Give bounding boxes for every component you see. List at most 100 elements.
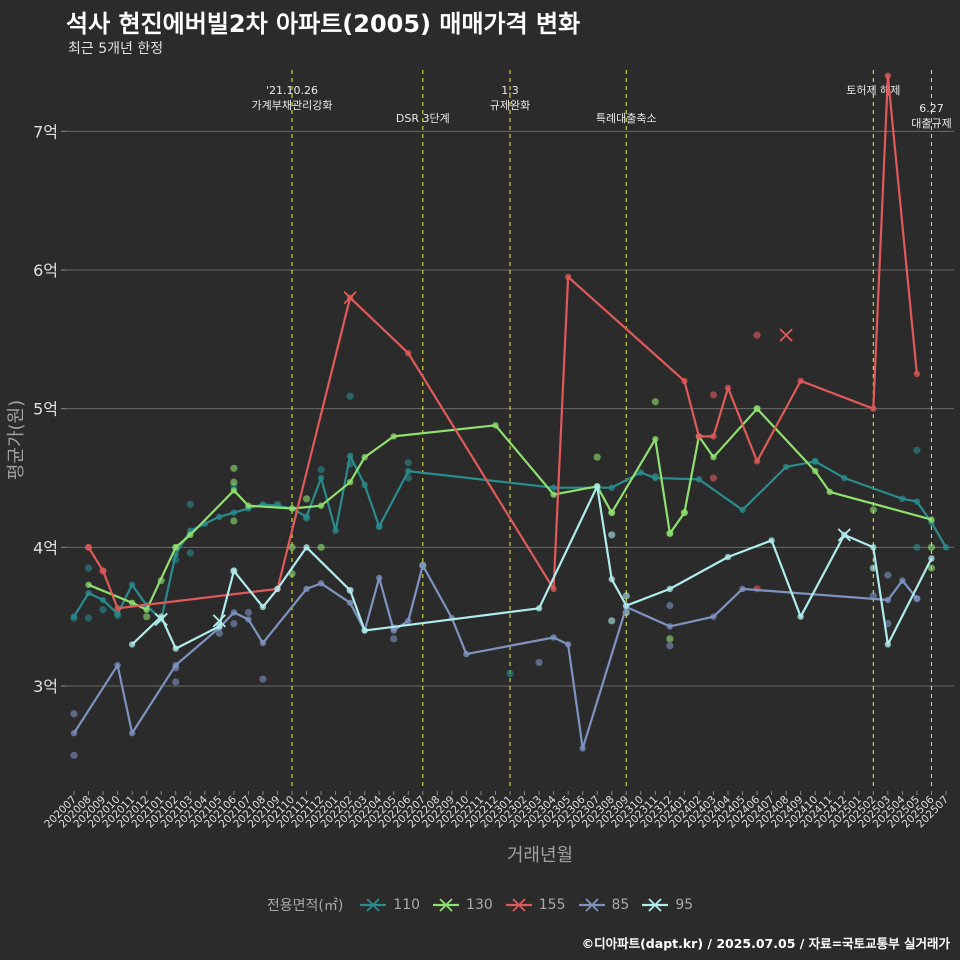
line-point: [346, 478, 354, 486]
line-point: [405, 617, 412, 625]
line-point: [143, 606, 150, 613]
line-point: [782, 463, 790, 471]
line-point: [346, 599, 354, 606]
data-point: [230, 620, 238, 628]
line-point: [245, 616, 252, 623]
line-point: [128, 581, 136, 588]
data-point: [84, 614, 93, 622]
data-point: [259, 675, 267, 683]
data-point: [317, 466, 325, 474]
line-point: [230, 509, 238, 516]
line-point: [405, 467, 412, 475]
line-point: [99, 596, 107, 604]
event-label: 규제완화: [490, 99, 530, 112]
line-point: [317, 474, 325, 482]
line-point: [361, 627, 368, 634]
line-point: [99, 567, 107, 575]
data-point: [70, 710, 78, 718]
legend-item-85: 85: [578, 895, 629, 915]
line-point: [230, 609, 238, 616]
y-tick-label: 6억: [33, 261, 58, 280]
line-point: [841, 474, 848, 482]
line-point: [550, 484, 557, 491]
line-point: [870, 544, 877, 551]
data-point: [288, 543, 296, 551]
legend: 전용면적(㎡) 110 130 155 85 95: [0, 895, 960, 915]
data-point: [709, 391, 718, 399]
line-point: [259, 639, 267, 647]
line-point: [172, 662, 179, 669]
line-point: [753, 458, 761, 465]
event-label: 토허제 해제: [846, 83, 900, 97]
legend-cross-icon: [512, 898, 526, 912]
data-point: [651, 398, 659, 406]
line-point: [332, 527, 339, 534]
data-point: [346, 392, 354, 400]
legend-label: 155: [538, 897, 566, 913]
line-point: [695, 476, 703, 483]
line-point: [172, 645, 179, 652]
data-point: [302, 495, 311, 503]
line-point: [419, 562, 426, 569]
event-label: 특례대출축소: [596, 112, 657, 125]
legend-key-icon: [578, 898, 605, 912]
legend-item-110: 110: [359, 895, 420, 915]
data-point: [506, 669, 514, 678]
line-point: [797, 377, 804, 385]
line-point: [70, 729, 78, 737]
line-point: [85, 589, 92, 597]
cross-marker: [154, 612, 168, 627]
line-point: [710, 613, 717, 620]
y-tick-label: 7억: [33, 122, 58, 141]
chart-subtitle: 최근 5개년 한정: [68, 41, 164, 57]
line-point: [637, 469, 644, 476]
legend-title: 전용면적(㎡): [266, 898, 344, 914]
line-point: [768, 537, 775, 544]
data-point: [608, 617, 616, 625]
line-point: [390, 627, 397, 634]
event-label: 대출규제: [911, 117, 951, 130]
data-point: [143, 613, 151, 621]
line-point: [884, 641, 892, 648]
line-point: [608, 484, 615, 491]
line-point: [114, 662, 121, 669]
line-point: [724, 384, 732, 392]
series-layer: [70, 72, 950, 759]
data-point: [666, 642, 674, 650]
line-point: [230, 487, 238, 494]
legend-item-130: 130: [432, 895, 493, 915]
line-point: [550, 634, 557, 641]
line-point: [361, 481, 368, 489]
y-axis-title: 평균가(원): [6, 400, 27, 480]
legend-cross-icon: [439, 898, 453, 912]
data-point: [186, 500, 194, 508]
line-point: [535, 605, 543, 612]
line-point: [681, 509, 688, 516]
line-point: [288, 505, 296, 512]
line-point: [579, 745, 586, 752]
line-point: [753, 405, 761, 412]
data-point: [927, 543, 936, 551]
line-point: [245, 502, 252, 509]
event-label: DSR 3단계: [396, 112, 450, 125]
line-point: [85, 581, 92, 588]
line-point: [303, 544, 310, 551]
data-point: [70, 751, 78, 759]
chart-title: 석사 현진에버빌2차 아파트(2005) 매매가격 변화: [66, 10, 581, 38]
line-point: [259, 603, 267, 611]
legend-label: 110: [393, 897, 421, 913]
line-point: [550, 491, 557, 498]
legend-label: 95: [675, 897, 694, 913]
line-point: [317, 580, 325, 587]
line-point: [564, 273, 572, 281]
line-point: [870, 405, 877, 412]
line-point: [710, 433, 717, 440]
data-point: [666, 601, 674, 610]
line-point: [884, 72, 892, 80]
line-point: [303, 585, 310, 593]
line-point: [376, 523, 383, 530]
legend-key-icon: [433, 898, 460, 912]
data-point: [593, 453, 601, 461]
line-point: [317, 502, 325, 509]
